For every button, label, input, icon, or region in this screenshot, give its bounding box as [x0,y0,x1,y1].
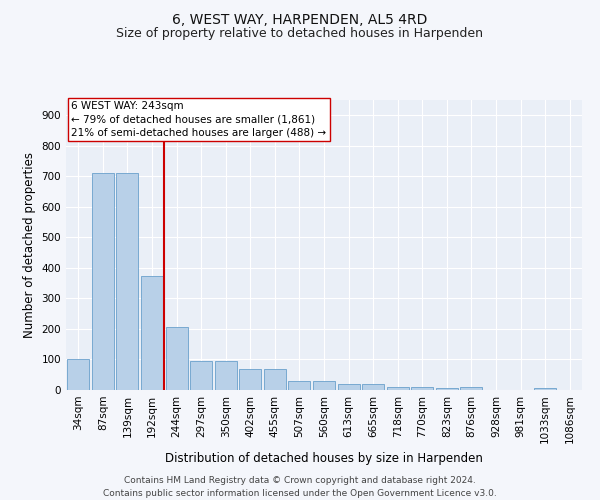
Bar [436,388,458,390]
Bar [215,361,237,390]
Bar [289,381,310,390]
Bar [338,384,359,390]
Text: 6, WEST WAY, HARPENDEN, AL5 4RD: 6, WEST WAY, HARPENDEN, AL5 4RD [172,12,428,26]
Bar [264,368,286,390]
Bar [313,381,335,390]
Text: Contains HM Land Registry data © Crown copyright and database right 2024.
Contai: Contains HM Land Registry data © Crown c… [103,476,497,498]
Bar [116,174,139,390]
Bar [239,368,262,390]
Bar [460,387,482,390]
Bar [92,174,114,390]
Bar [141,276,163,390]
Bar [190,361,212,390]
Y-axis label: Number of detached properties: Number of detached properties [23,152,36,338]
Bar [386,387,409,390]
Text: Size of property relative to detached houses in Harpenden: Size of property relative to detached ho… [116,28,484,40]
X-axis label: Distribution of detached houses by size in Harpenden: Distribution of detached houses by size … [165,452,483,465]
Bar [534,388,556,390]
Bar [411,387,433,390]
Bar [362,384,384,390]
Bar [166,328,188,390]
Text: 6 WEST WAY: 243sqm
← 79% of detached houses are smaller (1,861)
21% of semi-deta: 6 WEST WAY: 243sqm ← 79% of detached hou… [71,102,326,138]
Bar [67,360,89,390]
